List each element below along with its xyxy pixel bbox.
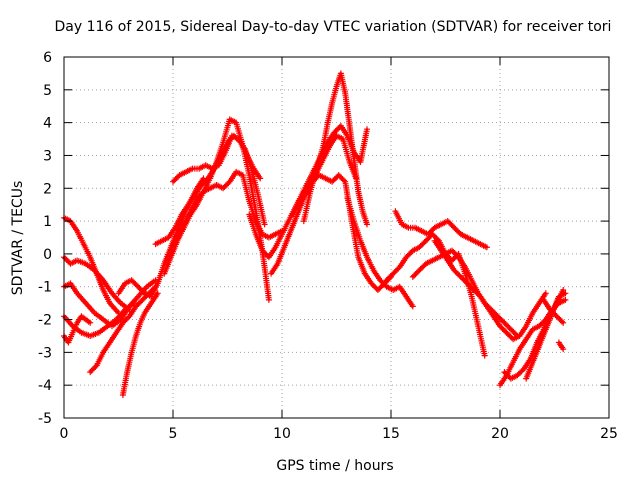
data-series-arc-24 bbox=[523, 290, 569, 382]
data-series-arc-7 bbox=[119, 290, 161, 398]
series-plus-markers bbox=[523, 290, 569, 382]
y-tick-label: 1 bbox=[43, 214, 52, 230]
y-tick-label: 5 bbox=[43, 83, 52, 99]
tick-layer: 0 5 10 15 20 25 -5 -4 -3 -2 -1 0 1 2 3 4 5 6 bbox=[38, 50, 618, 442]
y-tick-label: -4 bbox=[38, 378, 52, 394]
y-axis-label: SDTVAR / TECUs bbox=[10, 181, 26, 296]
data-series-arc-6 bbox=[87, 283, 159, 376]
y-tick-label: 6 bbox=[43, 50, 52, 66]
data-series-arc-17 bbox=[344, 195, 416, 310]
series-plus-markers bbox=[119, 290, 161, 398]
x-tick-label: 20 bbox=[491, 426, 509, 442]
y-tick-label: 3 bbox=[43, 148, 52, 164]
chart-title: Day 116 of 2015, Sidereal Day-to-day VTE… bbox=[55, 19, 612, 35]
y-tick-label: 2 bbox=[43, 181, 52, 197]
y-tick-label: 4 bbox=[43, 116, 52, 132]
data-series-arc-25 bbox=[540, 296, 567, 326]
plot-frame bbox=[63, 56, 610, 419]
y-tick-label: 0 bbox=[43, 247, 52, 263]
series-plus-markers bbox=[344, 195, 416, 310]
data-series-arc-12 bbox=[174, 168, 285, 241]
grid-layer bbox=[64, 57, 609, 418]
x-tick-label: 0 bbox=[60, 426, 69, 442]
x-tick-label: 15 bbox=[382, 426, 400, 442]
frame-layer bbox=[63, 56, 610, 419]
y-tick-label: -3 bbox=[38, 345, 52, 361]
y-tick-label: -1 bbox=[38, 280, 52, 296]
data-series-arc-15 bbox=[300, 70, 370, 228]
series-plus-markers bbox=[555, 339, 567, 353]
series-plus-markers bbox=[392, 208, 490, 251]
data-series-arc-21 bbox=[431, 237, 549, 343]
y-tick-label: -5 bbox=[38, 411, 52, 427]
data-series-arc-18 bbox=[392, 208, 490, 251]
series-plus-markers bbox=[174, 168, 285, 241]
series-plus-markers bbox=[300, 70, 370, 228]
y-tick-label: -2 bbox=[38, 313, 52, 329]
x-tick-label: 25 bbox=[600, 426, 618, 442]
series-plus-markers bbox=[540, 296, 567, 326]
x-tick-label: 5 bbox=[169, 426, 178, 442]
x-tick-label: 10 bbox=[273, 426, 291, 442]
series-plus-markers bbox=[431, 237, 549, 343]
x-axis-label: GPS time / hours bbox=[276, 458, 393, 474]
data-series-arc-26 bbox=[555, 339, 567, 353]
